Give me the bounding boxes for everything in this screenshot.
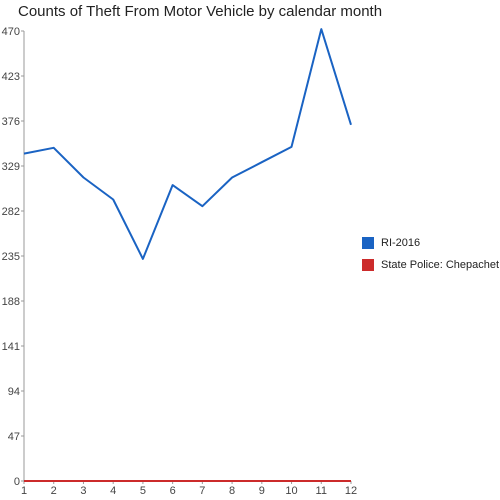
x-tick-label: 6 — [170, 485, 176, 497]
y-tick-label: 94 — [8, 386, 20, 398]
legend-swatch-state-police-chepachet — [362, 259, 374, 271]
x-tick-label: 7 — [199, 485, 205, 497]
legend-swatch-ri-2016 — [362, 237, 374, 249]
y-tick-label: 376 — [2, 116, 20, 128]
x-tick-label: 4 — [110, 485, 116, 497]
y-tick-label: 235 — [2, 251, 20, 263]
legend-item-state-police-chepachet: State Police: Chepachet — [362, 258, 499, 272]
y-tick-label: 0 — [14, 476, 20, 488]
y-tick-label: 141 — [2, 341, 20, 353]
x-tick-label: 2 — [51, 485, 57, 497]
x-tick-label: 5 — [140, 485, 146, 497]
y-tick-label: 470 — [2, 26, 20, 38]
legend-label-state-police-chepachet: State Police: Chepachet — [381, 259, 500, 271]
x-tick-label: 12 — [345, 485, 357, 497]
y-tick-label: 282 — [2, 206, 20, 218]
series-line-ri-2016 — [23, 28, 352, 260]
x-tick-label: 11 — [316, 485, 327, 497]
legend-item-ri-2016: RI-2016 — [362, 236, 499, 250]
y-tick-label: 423 — [2, 71, 20, 83]
x-tick-label: 9 — [259, 485, 265, 497]
x-tick-label: 10 — [285, 485, 297, 497]
x-tick-label: 3 — [80, 485, 86, 497]
y-tick-label: 47 — [8, 431, 20, 443]
chart-title: Counts of Theft From Motor Vehicle by ca… — [18, 3, 383, 20]
y-tick-label: 188 — [2, 296, 20, 308]
y-tick-label: 329 — [2, 161, 20, 173]
legend: RI-2016 State Police: Chepachet — [362, 236, 499, 280]
x-tick-label: 1 — [21, 485, 27, 497]
x-tick-label: 8 — [229, 485, 235, 497]
legend-label-ri-2016: RI-2016 — [381, 237, 421, 249]
